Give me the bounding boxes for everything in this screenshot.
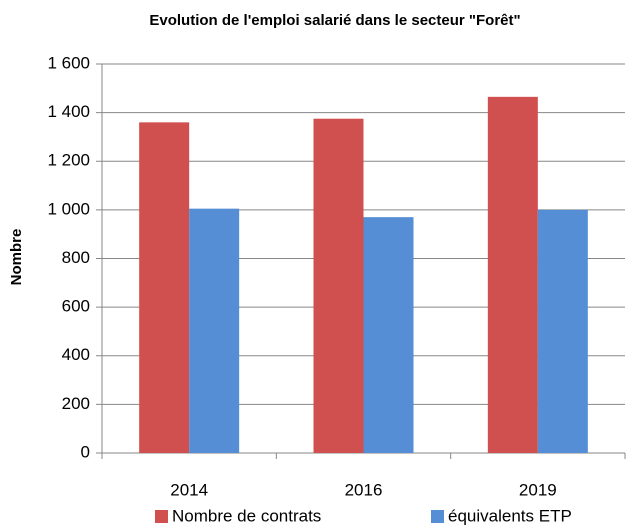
- legend-label: équivalents ETP: [448, 506, 572, 525]
- y-tick-label: 1 400: [47, 102, 90, 121]
- y-tick-label: 0: [81, 442, 90, 461]
- bar: [537, 209, 588, 453]
- y-tick-label: 600: [62, 297, 90, 316]
- bar: [189, 208, 240, 453]
- x-tick-label: 2016: [345, 480, 383, 499]
- bar: [487, 96, 538, 454]
- y-axis-label: Nombre: [8, 229, 25, 286]
- legend-label: Nombre de contrats: [172, 506, 321, 525]
- y-tick-label: 1 000: [47, 199, 90, 218]
- bar: [313, 118, 364, 453]
- y-tick-label: 200: [62, 394, 90, 413]
- y-tick-label: 1 200: [47, 151, 90, 170]
- chart-title: Evolution de l'emploi salarié dans le se…: [149, 12, 520, 29]
- y-tick-label: 800: [62, 248, 90, 267]
- bar: [363, 217, 414, 453]
- legend-swatch: [155, 510, 168, 523]
- bar: [139, 122, 190, 453]
- x-tick-label: 2014: [170, 480, 208, 499]
- x-tick-label: 2019: [519, 480, 557, 499]
- y-tick-label: 400: [62, 345, 90, 364]
- y-tick-label: 1 600: [47, 53, 90, 72]
- legend-swatch: [431, 510, 444, 523]
